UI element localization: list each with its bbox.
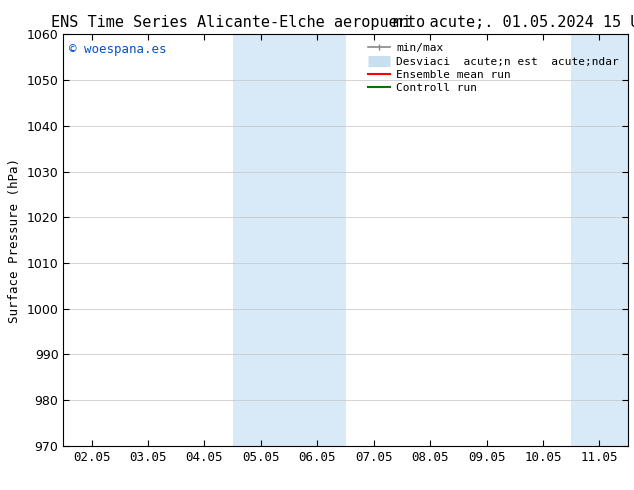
Legend: min/max, Desviaci  acute;n est  acute;ndar, Ensemble mean run, Controll run: min/max, Desviaci acute;n est acute;ndar… <box>365 40 622 97</box>
Bar <box>233 34 346 446</box>
Text: © woespana.es: © woespana.es <box>69 43 167 55</box>
Y-axis label: Surface Pressure (hPa): Surface Pressure (hPa) <box>8 158 21 322</box>
Text: mi  acute;. 01.05.2024 15 UTC: mi acute;. 01.05.2024 15 UTC <box>393 15 634 30</box>
Bar <box>571 34 634 446</box>
Text: ENS Time Series Alicante-Elche aeropuerto: ENS Time Series Alicante-Elche aeropuert… <box>51 15 425 30</box>
